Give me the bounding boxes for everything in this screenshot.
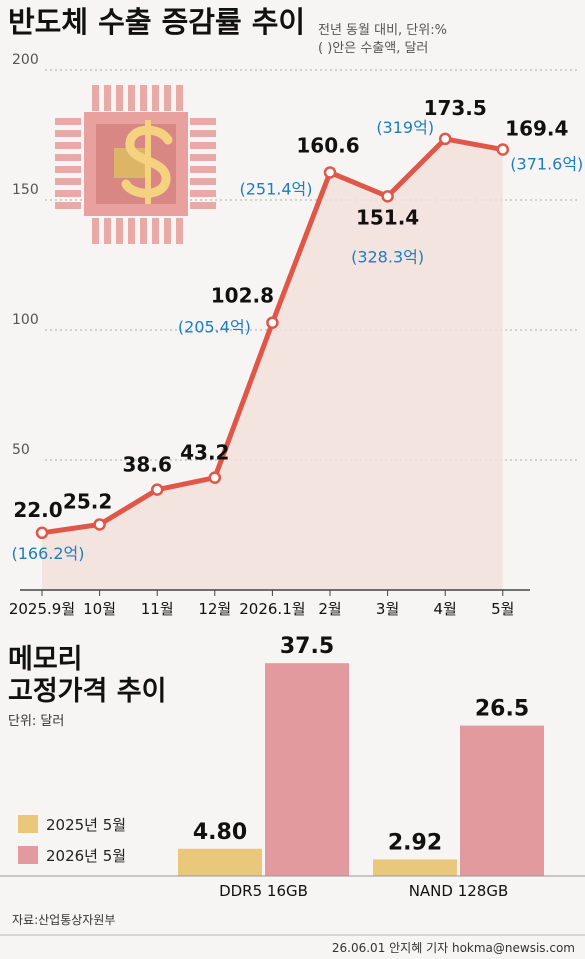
chart-title: 반도체 수출 증감률 추이 [8, 5, 305, 39]
value-label: 4.80 [193, 820, 247, 845]
source: 자료:산업통상자원부 [12, 913, 115, 927]
bar [373, 859, 457, 876]
bar [265, 663, 349, 876]
export-label: (328.3억) [351, 247, 424, 266]
unit-label: 단위: 달러 [8, 714, 64, 729]
marker [381, 190, 394, 203]
value-label: 26.5 [475, 697, 529, 722]
x-tick-label: DDR5 16GB [219, 882, 308, 900]
chart-subtitle: ( )안은 수출액, 달러 [318, 41, 428, 56]
x-tick-label: 2026.1월 [239, 600, 305, 618]
chart-title: 고정가격 추이 [8, 676, 166, 707]
marker [35, 526, 49, 540]
value-label: 2.92 [388, 830, 442, 855]
y-tick-label: 50 [12, 442, 30, 458]
value-label: 151.4 [356, 205, 419, 229]
value-label: 173.5 [424, 96, 487, 120]
chip-icon [55, 85, 216, 244]
x-tick-label: 12월 [198, 600, 231, 618]
marker [208, 471, 222, 484]
chart-title: 메모리 [8, 644, 83, 675]
chart-subtitle: 전년 동월 대비, 단위:% [318, 23, 447, 38]
legend-swatch [18, 815, 38, 833]
bar [178, 848, 262, 876]
x-tick-label: 2월 [318, 600, 341, 618]
x-tick-label: 10월 [83, 600, 116, 618]
value-label: 169.4 [505, 117, 568, 141]
export-label: (166.2억) [11, 544, 84, 563]
export-label: (319억) [376, 118, 434, 137]
value-label: 37.5 [280, 634, 334, 659]
area [42, 138, 503, 590]
x-tick-label: 4월 [434, 600, 457, 618]
y-tick-label: 200 [12, 52, 39, 68]
value-label: 22.0 [13, 498, 62, 522]
export-label: (371.6억) [510, 155, 583, 174]
value-label: 160.6 [296, 133, 359, 157]
y-tick-label: 100 [12, 312, 39, 328]
x-tick-label: NAND 128GB [409, 882, 509, 900]
bar [460, 725, 544, 876]
credit: 26.06.01 안지혜 기자 hokma@newsis.com [332, 941, 575, 955]
marker [266, 316, 279, 329]
value-label: 102.8 [211, 284, 274, 308]
x-tick-label: 2025.9월 [9, 600, 75, 618]
marker [323, 166, 337, 179]
legend-label: 2025년 5월 [46, 816, 126, 834]
marker [150, 483, 164, 496]
marker [438, 132, 452, 146]
x-tick-label: 5월 [491, 600, 514, 618]
x-tick-label: 3월 [376, 600, 399, 618]
export-label: (205.4억) [178, 318, 251, 337]
y-tick-label: 150 [12, 182, 39, 198]
x-tick-label: 11월 [141, 600, 174, 618]
value-label: 25.2 [63, 489, 112, 513]
marker [93, 518, 106, 531]
value-label: 43.2 [180, 441, 229, 465]
legend-swatch [18, 846, 38, 864]
export-label: (251.4억) [239, 179, 312, 198]
marker [496, 143, 510, 156]
legend-label: 2026년 5월 [46, 847, 126, 865]
value-label: 38.6 [123, 453, 172, 477]
